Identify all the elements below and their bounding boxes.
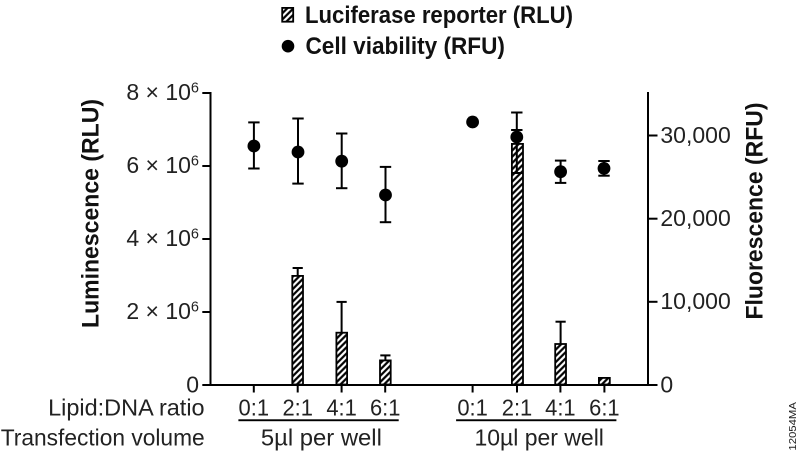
- svg-text:Fluorescence (RFU): Fluorescence (RFU): [742, 103, 769, 320]
- svg-text:5µl per well: 5µl per well: [261, 425, 382, 451]
- svg-text:0: 0: [186, 371, 199, 397]
- svg-text:2:1: 2:1: [282, 395, 313, 421]
- svg-text:10,000: 10,000: [660, 288, 730, 314]
- svg-text:4:1: 4:1: [545, 395, 576, 421]
- svg-text:6:1: 6:1: [370, 395, 401, 421]
- svg-text:2 × 106: 2 × 106: [126, 298, 199, 324]
- svg-text:0:1: 0:1: [457, 395, 488, 421]
- svg-text:0: 0: [660, 371, 673, 397]
- svg-text:Luciferase reporter (RLU): Luciferase reporter (RLU): [305, 2, 573, 29]
- svg-text:0:1: 0:1: [239, 395, 270, 421]
- svg-text:30,000: 30,000: [660, 122, 730, 148]
- svg-text:Transfection volume: Transfection volume: [1, 425, 205, 451]
- svg-text:6:1: 6:1: [589, 395, 620, 421]
- svg-text:2:1: 2:1: [502, 395, 533, 421]
- svg-text:8 × 106: 8 × 106: [126, 79, 199, 105]
- svg-text:6 × 106: 6 × 106: [126, 152, 199, 178]
- svg-text:Cell viability (RFU): Cell viability (RFU): [306, 33, 505, 60]
- svg-text:Lipid:DNA ratio: Lipid:DNA ratio: [48, 395, 205, 421]
- svg-text:4 × 106: 4 × 106: [126, 225, 199, 251]
- svg-text:12054MA: 12054MA: [787, 402, 799, 451]
- svg-text:20,000: 20,000: [660, 205, 730, 231]
- svg-text:4:1: 4:1: [326, 395, 357, 421]
- svg-text:Luminescence (RLU): Luminescence (RLU): [78, 99, 105, 328]
- svg-text:10µl per well: 10µl per well: [475, 425, 604, 451]
